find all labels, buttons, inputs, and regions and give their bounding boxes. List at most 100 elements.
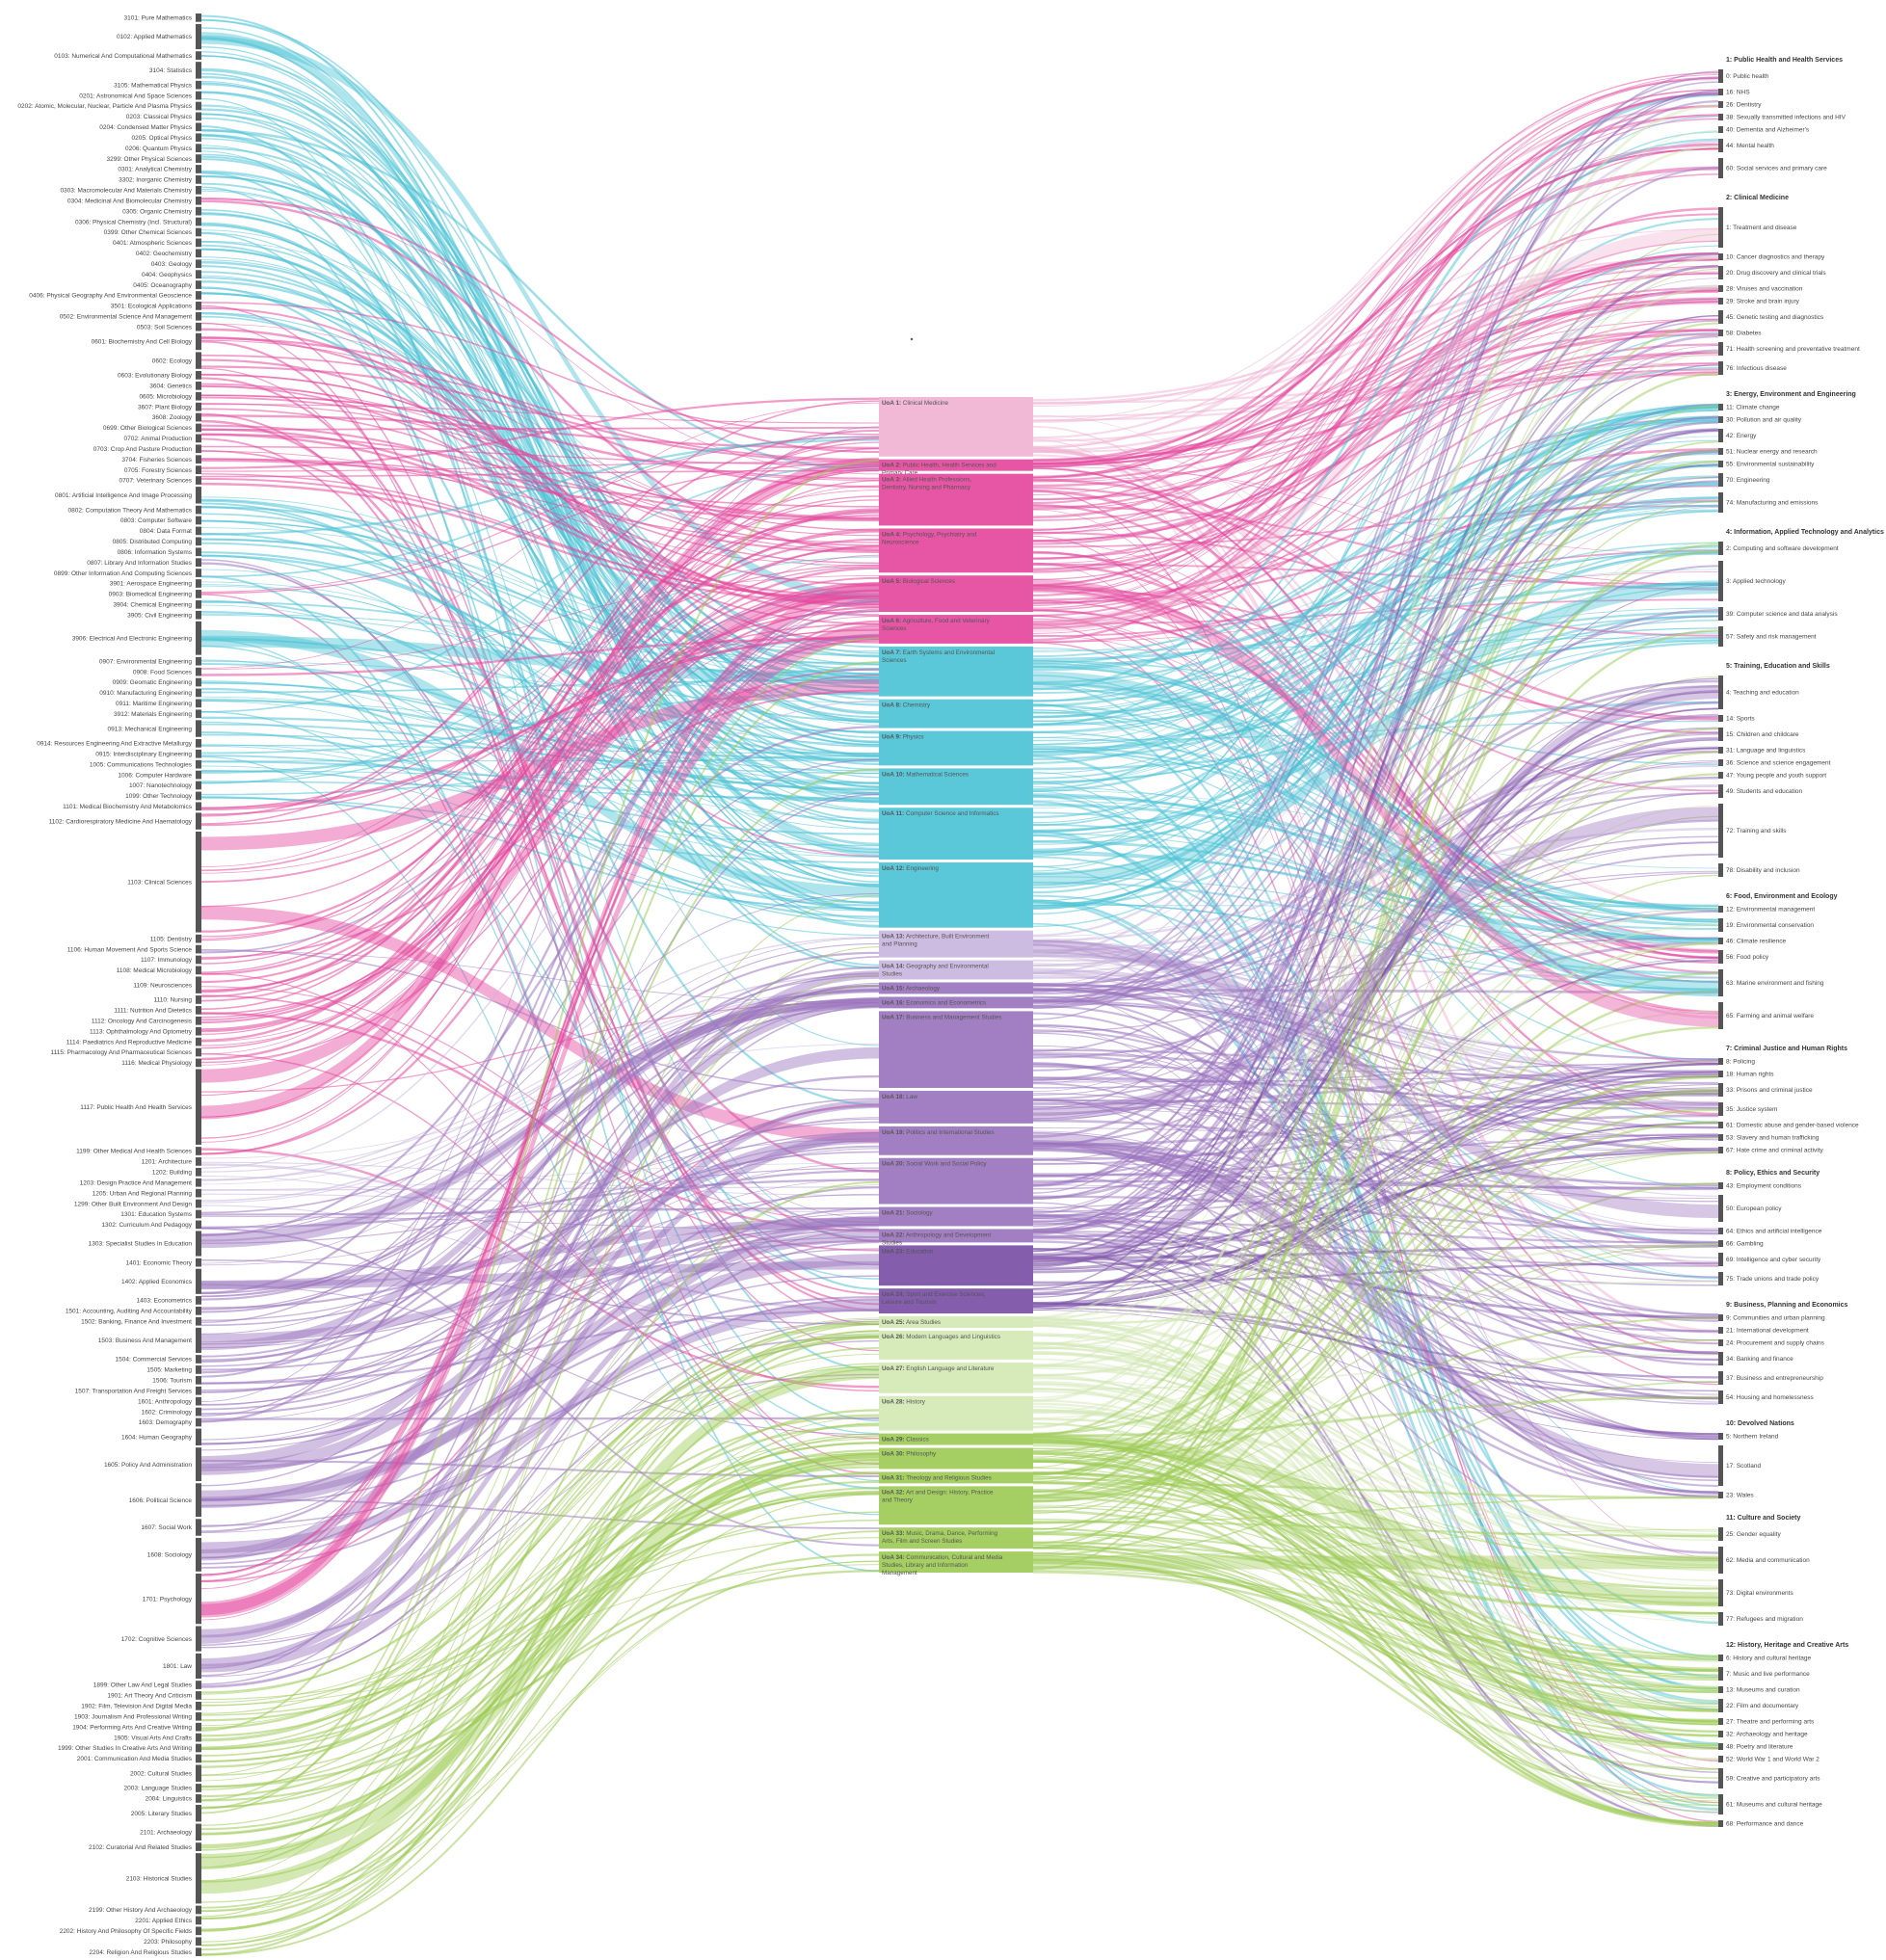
node-bar: [196, 112, 201, 121]
flow-strand: [200, 469, 880, 1143]
uoa-label: UoA 19: Politics and International Studi…: [882, 1129, 995, 1136]
node-bar: [196, 352, 201, 369]
flow-strand: [1032, 464, 1719, 1258]
flow-strand: [200, 1363, 880, 1809]
uoa-label: UoA 12: Engineering: [882, 865, 939, 872]
flow-strand: [200, 538, 880, 933]
node-bar: [196, 23, 201, 50]
flow-strand: [200, 1241, 880, 1687]
flow-strand: [200, 614, 880, 696]
left-node-label: 0202: Atomic, Molecular, Nuclear, Partic…: [17, 103, 192, 110]
left-node-0103-numerical-and-computational-mathematics: 0103: Numerical And Computational Mathem…: [54, 51, 201, 60]
node-bar: [196, 667, 201, 676]
left-node-label: 1108: Medical Microbiology: [117, 967, 193, 974]
node-bar: [1718, 759, 1723, 766]
uoa-node-21: UoA 21: Sociology: [879, 1206, 1033, 1227]
right-node-label: 65: Farming and animal welfare: [1726, 1013, 1814, 1020]
flow-strand: [200, 1117, 880, 1445]
left-node-label: 1116: Medical Physiology: [121, 1060, 192, 1067]
flow-strand: [1032, 252, 1719, 702]
flow-strand: [1032, 449, 1719, 973]
node-bar: [196, 656, 201, 666]
left-node-label: 0102: Applied Mathematics: [117, 34, 193, 40]
flow-strand: [200, 590, 880, 1066]
flow-strand: [1032, 752, 1719, 1497]
flow-strand: [1032, 793, 1719, 940]
left-node-1102-cardiorespiratory-medicine-and-haematology: 1102: Cardiorespiratory Medicine And Hae…: [49, 812, 201, 830]
left-node-label: 1301: Education Systems: [120, 1211, 192, 1218]
node-bar: [196, 302, 201, 310]
left-node-label: 3704: Fisheries Sciences: [121, 457, 192, 464]
flow-strand: [200, 624, 880, 1576]
left-node-1608-sociology: 1608: Sociology: [147, 1537, 201, 1572]
flow-strand: [200, 1423, 880, 1751]
flow-strand: [1032, 372, 1719, 1497]
uoa-bar: [879, 1288, 1033, 1314]
flow-strand: [1032, 1073, 1719, 1208]
uoa-label: UoA 31: Theology and Religious Studies: [882, 1474, 992, 1481]
uoa-node-30: UoA 30: Philosophy: [879, 1447, 1033, 1470]
flow-strand: [1032, 404, 1719, 1110]
flow-strand: [200, 383, 880, 586]
flow-strand: [200, 770, 880, 784]
flow-strand: [1032, 264, 1719, 1308]
left-node-label: 3905: Civil Engineering: [127, 612, 192, 619]
node-bar: [196, 332, 201, 351]
node-bar: [1718, 298, 1723, 305]
flow-strand: [1032, 421, 1719, 1187]
flow-strand: [200, 699, 880, 790]
flow-strand: [1032, 1531, 1719, 1673]
flow-strand: [1032, 1441, 1719, 1670]
node-bar: [1718, 139, 1723, 152]
flow-strand: [200, 400, 880, 825]
node-bar: [1718, 1527, 1723, 1541]
flow-strand: [1032, 1071, 1719, 1304]
node-bar: [196, 1006, 201, 1015]
flow-strand: [1032, 245, 1719, 872]
left-node-label: 1504: Commercial Services: [116, 1357, 193, 1364]
flow-strand: [200, 1368, 880, 1947]
flow-ribbon: [201, 1230, 879, 1508]
left-node-0804-data-format: 0804: Data Format: [140, 526, 201, 536]
flow-strand: [200, 539, 880, 675]
left-node-label: 0803: Computer Software: [120, 517, 192, 524]
right-node-4-teaching-and-education: 4: Teaching and education: [1718, 675, 1799, 709]
flow-strand: [200, 436, 880, 578]
research-field-nodes: 3101: Pure Mathematics 0102: Applied Math…: [17, 13, 201, 1956]
flow-strand: [200, 1228, 880, 1445]
node-bar: [196, 1804, 201, 1822]
flow-strand: [200, 1224, 880, 1391]
node-bar: [1718, 728, 1723, 741]
left-node-1116-medical-physiology: 1116: Medical Physiology: [121, 1058, 201, 1068]
flow-strand: [1032, 941, 1719, 967]
left-node-label: 3904: Chemical Engineering: [113, 602, 192, 609]
right-node-74-manufacturing-and-emissions: 74: Manufacturing and emissions: [1718, 492, 1819, 513]
flow-strand: [1032, 1381, 1719, 1561]
flow-strand: [200, 1185, 880, 1192]
right-node-label: 44: Mental health: [1726, 143, 1774, 149]
left-node-1301-education-systems: 1301: Education Systems: [120, 1209, 201, 1219]
left-node-0503-soil-sciences: 0503: Soil Sciences: [137, 322, 201, 331]
left-node-label: 0301: Analytical Chemistry: [118, 167, 192, 173]
right-node-label: 18: Human rights: [1726, 1072, 1774, 1078]
uoa-node-11: UoA 11: Computer Science and Informatics: [879, 808, 1033, 860]
impact-group-title: 2: Clinical Medicine: [1726, 195, 1789, 201]
node-bar: [196, 621, 201, 655]
right-node-0-public-health: 0: Public health: [1718, 69, 1769, 83]
node-bar: [1718, 1612, 1723, 1626]
node-bar: [1718, 207, 1723, 248]
flow-strand: [200, 942, 880, 1297]
left-node-2199-other-history-and-archaeology: 2199: Other History And Archaeology: [89, 1905, 201, 1915]
left-node-1904-performing-arts-and-creative-writing: 1904: Performing Arts And Creative Writi…: [72, 1722, 201, 1732]
node-bar: [1718, 863, 1723, 877]
left-node-0206-quantum-physics: 0206: Quantum Physics: [125, 144, 201, 153]
left-node-label: 2199: Other History And Archaeology: [89, 1907, 193, 1914]
node-bar: [196, 995, 201, 1004]
flow-strand: [200, 991, 880, 1181]
left-node-label: 2002: Cultural Studies: [130, 1770, 193, 1777]
right-node-39-computer-science-and-data-analysis: 39: Computer science and data analysis: [1718, 607, 1838, 621]
uoa-label: UoA 16: Economics and Econometrics: [882, 999, 986, 1006]
node-bar: [196, 599, 201, 609]
flow-strand: [1032, 1496, 1719, 1523]
left-node-0914-resources-engineering-and-extractive-metallurgy: 0914: Resources Engineering And Extracti…: [37, 738, 201, 748]
